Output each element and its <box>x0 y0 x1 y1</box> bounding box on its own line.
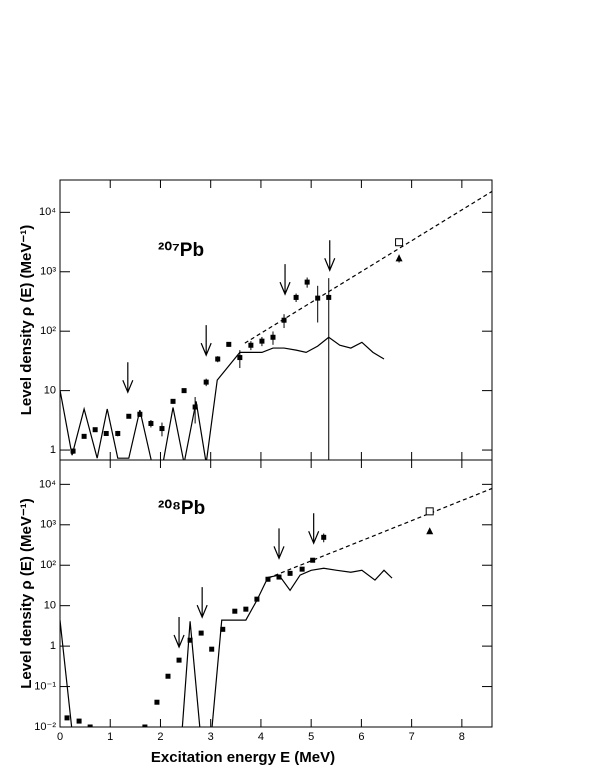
data-point <box>209 646 215 652</box>
data-point <box>137 411 143 417</box>
data-point <box>181 388 187 394</box>
data-point <box>64 715 70 721</box>
data-point <box>254 596 260 602</box>
data-point <box>103 430 109 436</box>
y-tick-label: 10 <box>44 385 56 397</box>
data-point <box>81 433 87 439</box>
arrow <box>324 240 336 272</box>
data-point <box>276 574 282 580</box>
panel-label: ²⁰⁸Pb <box>158 498 205 519</box>
y-axis-label: Level density ρ (E) (MeV⁻¹) <box>18 498 35 689</box>
panel: 0 1 2 3 4 5 6 7 8 10⁻² 10⁻¹ 1 10 10² 10³ 10⁴ Level densi… <box>18 459 493 766</box>
data-point <box>76 718 82 724</box>
data-point <box>215 356 221 362</box>
data-point <box>87 724 93 727</box>
x-tick-label: 5 <box>308 731 314 743</box>
x-tick-label: 2 <box>157 731 163 743</box>
model-line <box>60 336 385 460</box>
data-point <box>70 448 76 454</box>
data-point <box>159 426 165 432</box>
y-tick-label: 10³ <box>40 519 56 531</box>
x-tick-label: 3 <box>208 731 214 743</box>
x-tick-label: 7 <box>409 731 415 743</box>
arrow <box>122 362 134 394</box>
plot-area <box>60 190 492 460</box>
data-point <box>265 576 271 582</box>
data-point <box>176 657 182 663</box>
x-tick-label: 6 <box>358 731 364 743</box>
data-point <box>237 355 243 361</box>
model-line <box>60 567 393 727</box>
data-point <box>259 338 265 344</box>
y-tick-label: 10⁴ <box>39 478 56 490</box>
data-point <box>226 341 232 347</box>
data-point <box>270 334 276 340</box>
arrow <box>308 513 320 545</box>
data-point <box>425 507 434 516</box>
data-point <box>395 254 403 262</box>
data-point <box>299 566 305 572</box>
arrow <box>196 587 208 619</box>
data-point <box>187 637 193 643</box>
data-point <box>142 724 148 727</box>
data-point <box>126 413 132 419</box>
plot-frame <box>59 459 493 728</box>
data-point <box>281 317 287 323</box>
y-tick-label: 10³ <box>40 266 56 278</box>
data-point <box>198 630 204 636</box>
data-point <box>395 238 404 247</box>
x-tick-label: 1 <box>107 731 113 743</box>
data-point <box>426 527 434 535</box>
data-point <box>220 626 226 632</box>
data-point <box>192 404 198 410</box>
x-tick-label: 0 <box>57 731 63 743</box>
data-point <box>170 398 176 404</box>
x-tick-label: 8 <box>459 731 465 743</box>
data-point <box>321 534 327 540</box>
data-point <box>92 427 98 433</box>
data-point <box>310 557 316 563</box>
y-tick-label: 10² <box>40 559 56 571</box>
data-point <box>115 430 121 436</box>
y-tick-label: 1 <box>50 444 56 456</box>
arrow <box>173 617 185 649</box>
fit-line <box>244 190 492 344</box>
data-point <box>243 606 249 612</box>
y-axis-label: Level density ρ (E) (MeV⁻¹) <box>18 225 35 416</box>
data-point <box>293 294 299 300</box>
data-point <box>154 699 160 705</box>
arrow <box>200 325 212 357</box>
y-tick-label: 10² <box>40 325 56 337</box>
data-point <box>248 342 254 348</box>
x-axis-label: Excitation energy E (MeV) <box>151 749 335 766</box>
y-tick-label: 10 <box>44 600 56 612</box>
x-tick-label: 4 <box>258 731 264 743</box>
y-tick-label: 10⁴ <box>39 206 56 218</box>
data-point <box>203 379 209 385</box>
data-point <box>326 294 332 300</box>
panel-label: ²⁰⁷Pb <box>158 240 204 261</box>
arrow <box>279 264 291 296</box>
data-point <box>232 608 238 614</box>
y-tick-label: 1 <box>50 640 56 652</box>
y-tick-label: 10⁻¹ <box>34 680 56 692</box>
fit-line <box>267 487 492 579</box>
data-point <box>315 295 321 301</box>
panel: 1 10 10² 10³ 10⁴ Level density ρ (E) (MeV⁻¹) ²… <box>18 179 493 461</box>
data-point <box>287 570 293 576</box>
y-tick-label: 10⁻² <box>34 721 56 733</box>
plot-frame <box>59 179 493 461</box>
data-point <box>304 279 310 285</box>
data-point <box>148 420 154 426</box>
arrow <box>273 528 285 560</box>
plot-area <box>60 487 492 727</box>
data-point <box>165 673 171 679</box>
